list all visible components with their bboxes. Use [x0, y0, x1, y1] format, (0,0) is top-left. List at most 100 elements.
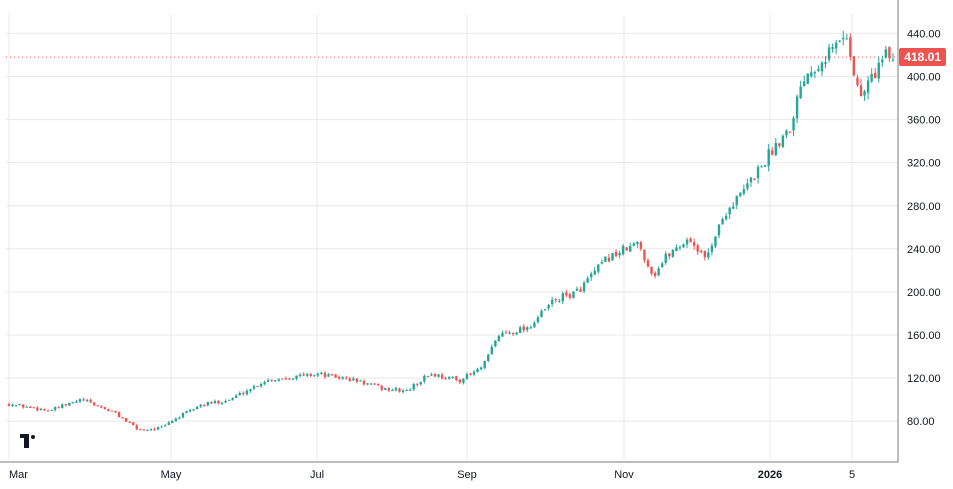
candle-down	[203, 404, 206, 407]
candle-up	[497, 334, 501, 342]
candle-up	[827, 43, 831, 63]
candle-body	[749, 177, 753, 183]
candle-body	[85, 399, 89, 401]
candle-up	[494, 340, 497, 348]
candle-body	[476, 369, 479, 373]
candle-up	[629, 242, 632, 252]
candle-down	[284, 376, 288, 380]
candle-up	[891, 53, 895, 63]
candle-body	[7, 403, 11, 406]
candle-up	[50, 409, 53, 411]
candle-body	[93, 402, 96, 406]
candle-up	[412, 382, 415, 391]
axes: 80.00 120.00 160.00 200.00 240.00 280.00 320.0…	[0, 0, 941, 481]
candle-up	[266, 378, 270, 383]
candle-down	[607, 253, 611, 263]
candle-body	[46, 410, 50, 412]
candle-body	[842, 37, 845, 40]
candle-body	[128, 421, 131, 423]
candle-body	[203, 404, 206, 406]
candle-body	[302, 374, 305, 376]
candle-body	[330, 374, 334, 376]
candle-body	[501, 332, 504, 337]
candle-up	[245, 388, 249, 396]
candle-up	[199, 404, 202, 408]
candle-up	[483, 360, 486, 370]
candle-up	[593, 266, 596, 276]
candle-body	[810, 72, 813, 77]
candle-body	[714, 236, 717, 247]
candle-body	[465, 374, 469, 380]
candle-body	[561, 293, 564, 302]
candle-down	[646, 258, 650, 268]
candle-body	[164, 425, 167, 427]
candle-body	[309, 374, 312, 376]
candle-body	[597, 264, 600, 272]
candle-body	[142, 429, 146, 431]
candle-body	[547, 305, 550, 309]
candle-up	[146, 429, 149, 432]
candle-down	[416, 383, 419, 387]
candle-down	[29, 405, 32, 409]
candle-body	[508, 332, 511, 334]
candle-body	[355, 378, 359, 382]
candle-up	[195, 405, 199, 410]
candle-down	[643, 249, 646, 263]
candle-body	[373, 383, 376, 385]
candle-body	[437, 374, 440, 377]
candle-body	[270, 379, 273, 381]
candle-body	[831, 47, 834, 50]
candle-down	[22, 404, 25, 409]
candle-body	[536, 317, 540, 323]
candle-body	[721, 219, 724, 225]
candle-body	[874, 72, 877, 79]
candle-up	[291, 378, 295, 381]
candle-body	[781, 135, 785, 148]
y-tick-label: 200.00	[907, 287, 941, 299]
candle-up	[235, 394, 238, 399]
candle-down	[288, 377, 291, 380]
candle-body	[416, 383, 419, 385]
candle-body	[71, 402, 75, 404]
tradingview-logo-icon	[20, 434, 35, 448]
candle-down	[625, 246, 628, 251]
candle-up	[636, 241, 639, 248]
candle-body	[266, 380, 270, 382]
candle-up	[156, 426, 160, 430]
candle-body	[579, 289, 582, 292]
candle-down	[121, 416, 124, 419]
candle-down	[139, 428, 142, 431]
candle-body	[238, 393, 241, 396]
candle-down	[700, 249, 703, 254]
candle-up	[391, 388, 394, 392]
candle-body	[291, 378, 295, 380]
candle-body	[838, 40, 841, 42]
candle-up	[164, 424, 167, 427]
candle-body	[600, 262, 604, 264]
candle-up	[728, 206, 731, 219]
candle-body	[185, 411, 188, 414]
candle-up	[188, 408, 192, 413]
candle-down	[440, 372, 444, 380]
candle-up	[174, 417, 178, 422]
candle-up	[171, 420, 174, 424]
candle-body	[618, 253, 621, 256]
candle-body	[366, 383, 369, 385]
candle-body	[274, 380, 277, 382]
candle-body	[614, 251, 618, 257]
candle-up	[18, 403, 21, 406]
candle-down	[433, 373, 437, 378]
candle-body	[135, 425, 138, 430]
candle-body	[181, 413, 185, 418]
candle-body	[785, 130, 788, 136]
candle-body	[57, 406, 60, 408]
candle-up	[792, 115, 795, 137]
candle-body	[682, 244, 685, 248]
candle-down	[380, 385, 383, 392]
candle-up	[224, 399, 227, 404]
candle-up	[78, 398, 82, 404]
candle-up	[561, 291, 564, 305]
candle-body	[107, 409, 110, 411]
